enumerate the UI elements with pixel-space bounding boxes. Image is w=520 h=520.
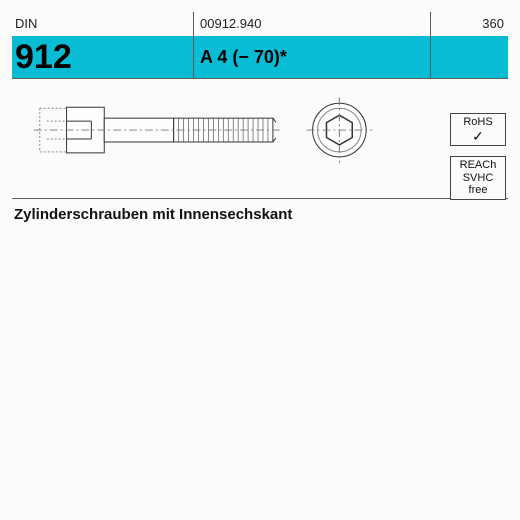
standard-label: DIN xyxy=(12,12,194,36)
check-icon: ✓ xyxy=(451,129,505,143)
rohs-label: RoHS xyxy=(451,116,505,129)
din-number: 912 xyxy=(12,36,194,78)
reach-line3: free xyxy=(451,184,505,197)
material-spec: A 4 (− 70)* xyxy=(194,36,431,78)
header-row-2: 912 A 4 (− 70)* xyxy=(12,36,508,79)
technical-drawing xyxy=(12,78,508,199)
reach-line2: SVHC xyxy=(451,172,505,185)
rohs-badge: RoHS ✓ xyxy=(450,113,506,146)
quantity: 360 xyxy=(431,12,508,36)
header-row-1: DIN 00912.940 360 xyxy=(12,12,508,37)
reach-badge: REACh SVHC free xyxy=(450,156,506,200)
reach-line1: REACh xyxy=(451,159,505,172)
product-description: Zylinderschrauben mit Innensechskant xyxy=(14,206,292,223)
article-number: 00912.940 xyxy=(194,12,431,36)
empty-cell xyxy=(431,36,508,78)
